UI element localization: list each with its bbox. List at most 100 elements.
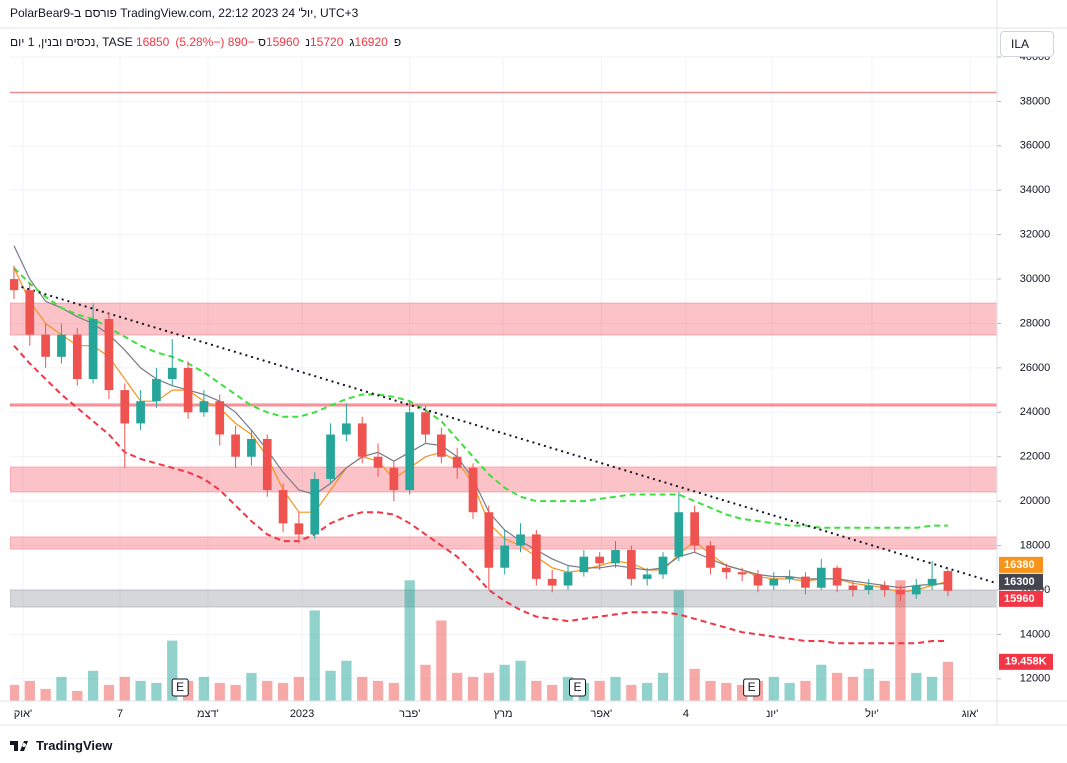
candle-body — [484, 512, 494, 568]
volume-bar — [404, 580, 415, 701]
event-box — [171, 678, 189, 697]
volume-bar — [452, 672, 463, 701]
candle-body — [342, 423, 351, 435]
ohlc-label: נ — [305, 35, 310, 49]
volume-bar — [895, 580, 906, 701]
volume-bar — [119, 676, 130, 701]
candle-body — [563, 572, 573, 586]
candle-body — [120, 390, 130, 424]
y-tick-label: 32000 — [1020, 229, 1051, 241]
volume-bar — [467, 676, 479, 701]
volume-bar — [721, 682, 732, 701]
volume-bar — [341, 660, 352, 701]
ohlc-value: 16850 — [135, 35, 170, 49]
candle-body — [516, 534, 525, 546]
candle-body — [896, 589, 905, 595]
candle-body — [690, 512, 700, 546]
candle-body — [642, 574, 652, 579]
x-tick-label: פבר' — [399, 708, 420, 720]
candle-body — [310, 478, 320, 535]
trendline — [10, 282, 997, 585]
volume-bar — [626, 684, 637, 701]
candle-body — [737, 572, 747, 575]
logo — [10, 740, 28, 751]
y-tick-label: 26000 — [1020, 362, 1051, 374]
symbol: נכסים ובנין, 1 יום, TASE — [10, 35, 133, 49]
candle-body — [247, 438, 256, 457]
x-tick-label: מרץ — [494, 708, 513, 720]
volume-tag — [999, 653, 1053, 670]
candle-body — [880, 585, 889, 590]
volume-bar — [24, 680, 35, 701]
candle-body — [468, 467, 478, 513]
candle-body — [326, 434, 335, 479]
volume-bar — [926, 676, 938, 701]
zone — [10, 302, 997, 336]
candle-body — [152, 379, 161, 402]
zone — [10, 466, 997, 493]
volume-bar — [167, 640, 178, 701]
candle-body — [721, 567, 731, 573]
candle-body — [658, 556, 668, 575]
candle-body — [389, 467, 399, 491]
volume-bar — [309, 610, 320, 701]
candle-body — [136, 401, 145, 424]
volume-bar — [357, 676, 368, 701]
y-tick-label: 12000 — [1020, 673, 1051, 685]
volume-bar — [388, 682, 400, 701]
y-tick-label: 20000 — [1020, 495, 1051, 507]
candle-body — [626, 549, 636, 579]
x-tick-label: 7 — [117, 708, 123, 720]
currency-button[interactable]: ILA — [1000, 31, 1054, 57]
volume-bar — [610, 676, 621, 701]
candle-body — [294, 523, 304, 535]
volume-bar — [420, 664, 431, 701]
y-tick-label: 22000 — [1020, 451, 1051, 463]
x-tick-label: דצמ' — [197, 708, 219, 720]
volume-bar — [847, 676, 859, 701]
candle-body — [437, 434, 446, 457]
volume-bar — [214, 682, 225, 701]
volume-bar — [768, 676, 779, 701]
volume-bar — [784, 682, 795, 701]
x-tick-label: 4 — [683, 708, 689, 720]
ohlc-label: ג — [349, 35, 355, 49]
volume-bar — [277, 682, 289, 701]
candle-body — [72, 334, 82, 379]
volume-bar — [879, 680, 890, 701]
price-tag-label: 16380 — [1004, 559, 1035, 571]
candle-body — [927, 578, 937, 586]
candle-body — [25, 290, 35, 335]
candle-body — [231, 434, 240, 457]
x-tick-label: אוג' — [962, 708, 979, 720]
candle-body — [199, 401, 209, 413]
event-box — [569, 678, 587, 697]
x-tick-label: אפר' — [590, 708, 612, 720]
candle-body — [706, 545, 715, 568]
y-tick-label: 34000 — [1020, 184, 1051, 196]
volume-bar — [40, 688, 51, 701]
candle-body — [278, 490, 288, 524]
y-tick-label: 28000 — [1020, 317, 1051, 329]
candle-body — [183, 367, 193, 413]
volume-bar — [103, 684, 115, 701]
volume-bar — [863, 668, 874, 701]
volume-bar — [87, 670, 99, 701]
volume-bar — [531, 680, 542, 701]
candle-body — [531, 534, 541, 579]
indicator-line — [13, 267, 948, 529]
candle-body — [943, 571, 953, 591]
candle-body — [167, 367, 177, 379]
candle-body — [500, 545, 510, 568]
zone — [10, 403, 997, 407]
volume-bar — [262, 680, 273, 701]
candle-body — [611, 549, 620, 564]
y-tick-label: 38000 — [1020, 95, 1051, 107]
price-tag — [999, 573, 1043, 590]
volume-bar — [325, 670, 336, 701]
plot — [10, 56, 997, 701]
candle-body — [262, 438, 272, 491]
ohlc-value: 15960 — [265, 35, 300, 49]
candle-body — [769, 578, 779, 586]
